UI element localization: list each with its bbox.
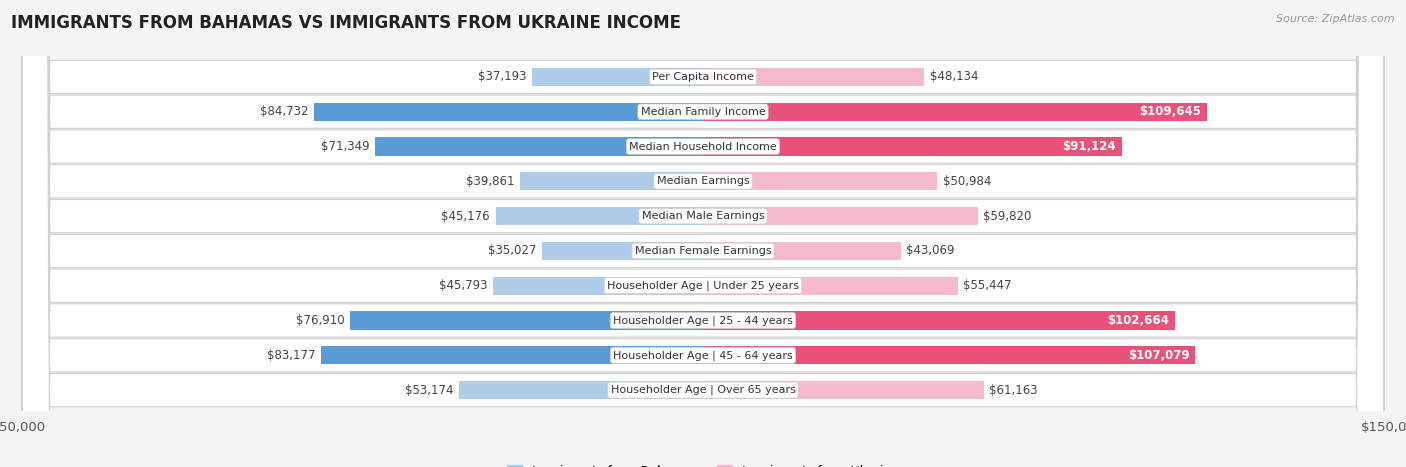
- Bar: [703, 103, 1206, 121]
- Text: $61,163: $61,163: [990, 383, 1038, 396]
- Text: Householder Age | 45 - 64 years: Householder Age | 45 - 64 years: [613, 350, 793, 361]
- Text: Source: ZipAtlas.com: Source: ZipAtlas.com: [1277, 14, 1395, 24]
- Text: Householder Age | Over 65 years: Householder Age | Over 65 years: [610, 385, 796, 396]
- Bar: [375, 137, 703, 156]
- Text: $84,732: $84,732: [260, 105, 308, 118]
- Bar: [533, 68, 703, 86]
- Text: $50,984: $50,984: [942, 175, 991, 188]
- Text: Median Earnings: Median Earnings: [657, 177, 749, 186]
- Text: $91,124: $91,124: [1063, 140, 1116, 153]
- FancyBboxPatch shape: [22, 0, 1384, 467]
- Text: $45,176: $45,176: [441, 210, 491, 223]
- Bar: [703, 207, 977, 225]
- Bar: [350, 311, 703, 330]
- Text: $83,177: $83,177: [267, 349, 315, 362]
- Text: $37,193: $37,193: [478, 71, 527, 84]
- FancyBboxPatch shape: [22, 0, 1384, 467]
- FancyBboxPatch shape: [22, 0, 1384, 467]
- Text: $48,134: $48,134: [929, 71, 979, 84]
- Text: $45,793: $45,793: [439, 279, 486, 292]
- FancyBboxPatch shape: [22, 0, 1384, 467]
- FancyBboxPatch shape: [22, 0, 1384, 467]
- Bar: [492, 276, 703, 295]
- FancyBboxPatch shape: [22, 0, 1384, 467]
- Text: $35,027: $35,027: [488, 244, 537, 257]
- Bar: [703, 311, 1174, 330]
- Text: IMMIGRANTS FROM BAHAMAS VS IMMIGRANTS FROM UKRAINE INCOME: IMMIGRANTS FROM BAHAMAS VS IMMIGRANTS FR…: [11, 14, 682, 32]
- Text: Median Male Earnings: Median Male Earnings: [641, 211, 765, 221]
- Bar: [703, 381, 984, 399]
- Text: $102,664: $102,664: [1107, 314, 1168, 327]
- Text: Median Household Income: Median Household Income: [628, 142, 778, 151]
- FancyBboxPatch shape: [22, 0, 1384, 467]
- Text: $55,447: $55,447: [963, 279, 1012, 292]
- Text: Householder Age | 25 - 44 years: Householder Age | 25 - 44 years: [613, 315, 793, 326]
- Bar: [703, 242, 901, 260]
- Text: $59,820: $59,820: [983, 210, 1032, 223]
- Text: Per Capita Income: Per Capita Income: [652, 72, 754, 82]
- Bar: [321, 346, 703, 364]
- Text: $43,069: $43,069: [907, 244, 955, 257]
- Bar: [703, 346, 1195, 364]
- Text: $76,910: $76,910: [295, 314, 344, 327]
- Bar: [703, 276, 957, 295]
- Bar: [703, 172, 938, 191]
- Text: $39,861: $39,861: [465, 175, 515, 188]
- Bar: [314, 103, 703, 121]
- Bar: [495, 207, 703, 225]
- FancyBboxPatch shape: [22, 0, 1384, 467]
- Legend: Immigrants from Bahamas, Immigrants from Ukraine: Immigrants from Bahamas, Immigrants from…: [502, 460, 904, 467]
- Text: Householder Age | Under 25 years: Householder Age | Under 25 years: [607, 281, 799, 291]
- Bar: [703, 68, 924, 86]
- Bar: [703, 137, 1122, 156]
- Text: Median Female Earnings: Median Female Earnings: [634, 246, 772, 256]
- Text: Median Family Income: Median Family Income: [641, 107, 765, 117]
- Bar: [543, 242, 703, 260]
- FancyBboxPatch shape: [22, 0, 1384, 467]
- Text: $71,349: $71,349: [321, 140, 370, 153]
- Bar: [520, 172, 703, 191]
- Text: $107,079: $107,079: [1128, 349, 1189, 362]
- Text: $109,645: $109,645: [1139, 105, 1201, 118]
- FancyBboxPatch shape: [22, 0, 1384, 467]
- Text: $53,174: $53,174: [405, 383, 453, 396]
- Bar: [458, 381, 703, 399]
